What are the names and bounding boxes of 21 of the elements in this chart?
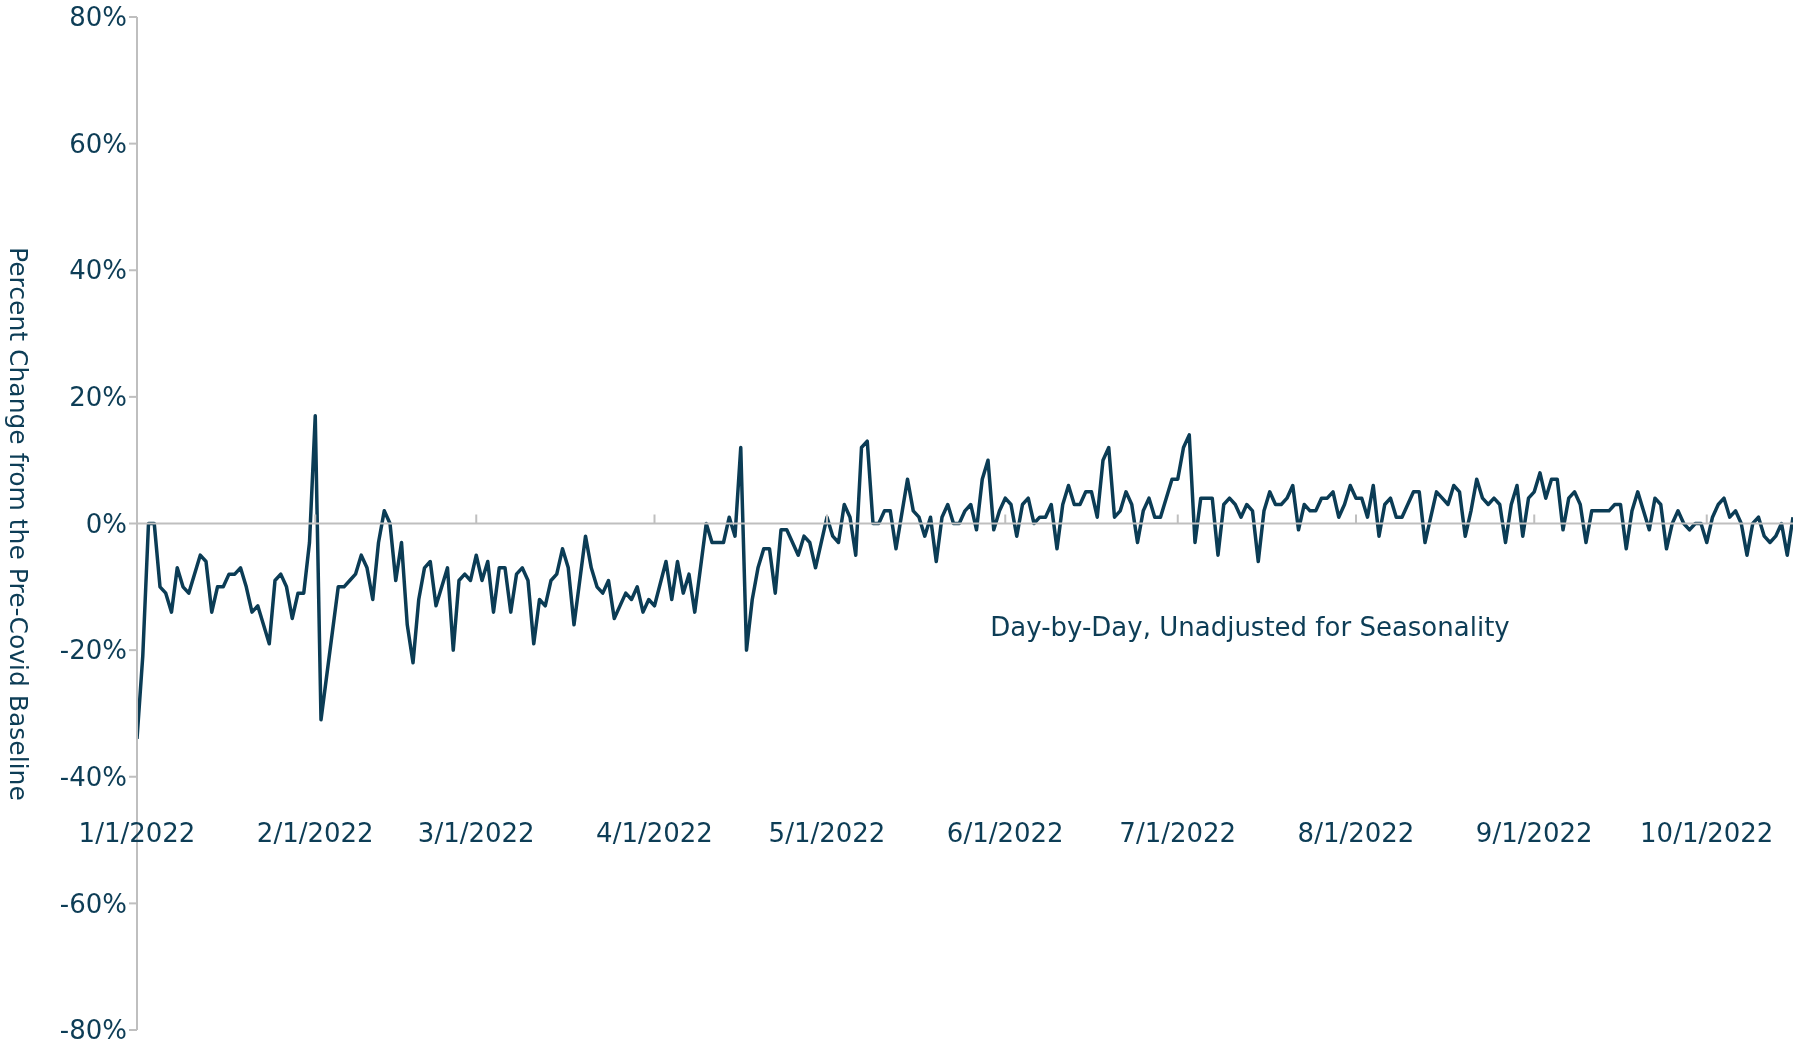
y-tick-label: 20% [69,382,127,413]
y-tick-label: 40% [69,255,127,286]
y-tick-label: -60% [59,888,127,919]
x-tick-label: 4/1/2022 [596,817,713,848]
x-tick-label: 7/1/2022 [1119,817,1237,848]
y-tick-label: -80% [59,1015,127,1046]
y-tick-label: 60% [69,128,127,159]
y-tick-label: 80% [69,2,127,33]
y-tick-label: 0% [85,508,127,539]
x-tick-label: 2/1/2022 [256,817,374,848]
x-tick-label: 5/1/2022 [768,817,886,848]
x-tick-label: 9/1/2022 [1475,817,1593,848]
x-tick-label: 3/1/2022 [417,817,535,848]
x-tick-label: 6/1/2022 [946,817,1064,848]
x-tick-label: 8/1/2022 [1297,817,1415,848]
x-tick-label: 10/1/2022 [1640,817,1774,848]
y-tick-label: -40% [59,761,127,792]
annotation: Day-by-Day, Unadjusted for Seasonality [989,612,1511,642]
x-tick-label: 1/1/2022 [78,817,196,848]
y-tick-label: -20% [59,635,127,666]
y-axis-title: Percent Change from the Pre-Covid Baseline [4,246,33,801]
